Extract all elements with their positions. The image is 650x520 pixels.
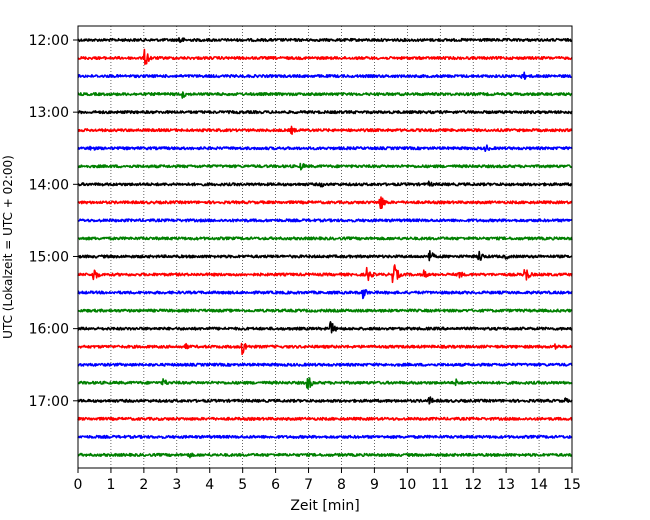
trace-1315 xyxy=(77,125,573,135)
trace-1330 xyxy=(77,144,573,153)
y-axis-ticks: 12:00 13:00 14:00 15:00 16:00 17:00 xyxy=(29,33,78,410)
y-tick-label: 14:00 xyxy=(29,177,69,193)
trace-1530 xyxy=(77,289,573,300)
plot-frame xyxy=(77,25,573,469)
x-tick-label: 2 xyxy=(139,477,148,493)
x-tick-label: 7 xyxy=(304,477,313,493)
x-tick-label: 6 xyxy=(271,477,280,493)
trace-1400 xyxy=(77,180,573,188)
x-tick-label: 3 xyxy=(172,477,181,493)
y-tick-label: 15:00 xyxy=(29,249,69,265)
y-tick-label: 12:00 xyxy=(29,33,69,49)
x-axis-ticks: 0 1 2 3 4 5 6 7 8 9 10 11 12 13 14 15 xyxy=(74,468,581,493)
x-tick-label: 8 xyxy=(337,477,346,493)
x-tick-label: 12 xyxy=(464,477,482,493)
x-tick-label: 9 xyxy=(370,477,379,493)
x-axis-label: Zeit [min] xyxy=(290,498,359,514)
x-tick-label: 10 xyxy=(398,477,416,493)
trace-1430 xyxy=(77,218,573,223)
y-tick-label: 17:00 xyxy=(29,394,69,410)
trace-1730 xyxy=(77,434,573,439)
trace-1600 xyxy=(77,321,573,334)
trace-1415 xyxy=(77,196,573,210)
x-tick-label: 11 xyxy=(431,477,449,493)
y-axis-label: UTC (Lokalzeit = UTC + 02:00) xyxy=(1,155,15,339)
trace-1630 xyxy=(77,362,573,367)
trace-1200 xyxy=(77,37,573,44)
trace-1215 xyxy=(77,48,573,66)
trace-1700 xyxy=(77,396,573,405)
trace-1645 xyxy=(77,377,573,390)
y-tick-label: 13:00 xyxy=(29,105,69,121)
trace-1745 xyxy=(77,452,573,459)
x-tick-label: 13 xyxy=(497,477,515,493)
x-tick-label: 1 xyxy=(106,477,115,493)
trace-1345 xyxy=(77,162,573,171)
trace-1500 xyxy=(77,250,573,262)
trace-1445 xyxy=(77,236,573,241)
trace-1230 xyxy=(77,71,573,81)
y-tick-label: 16:00 xyxy=(29,322,69,338)
trace-1300 xyxy=(77,110,573,115)
x-tick-label: 15 xyxy=(563,477,581,493)
trace-1245 xyxy=(77,91,573,99)
trace-1545 xyxy=(77,308,573,313)
x-tick-label: 14 xyxy=(530,477,548,493)
x-tick-label: 0 xyxy=(74,477,83,493)
x-tick-label: 4 xyxy=(205,477,214,493)
trace-1715 xyxy=(77,416,573,421)
seismic-traces xyxy=(77,37,573,459)
x-tick-label: 5 xyxy=(238,477,247,493)
trace-1615 xyxy=(77,342,573,356)
trace-1515 xyxy=(77,264,573,284)
